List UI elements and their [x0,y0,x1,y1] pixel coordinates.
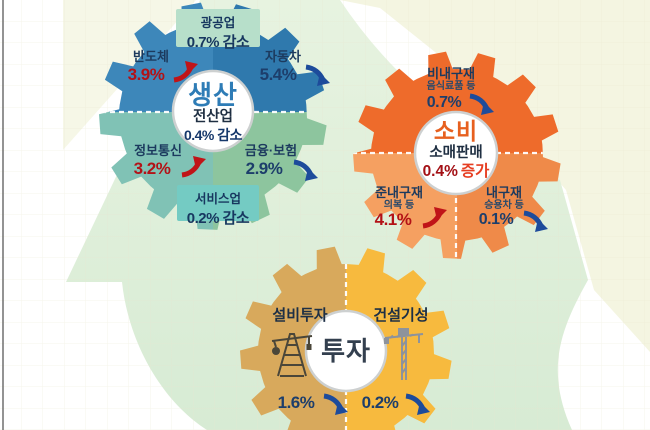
durables-sublabel: 승용차 등 [484,200,524,211]
durables-label: 내구재 [486,185,522,200]
consumption-title: 소비 [433,118,479,144]
consumption-total-change: 0.4% 증가 [423,163,490,181]
oil-derrick-icon [271,333,313,377]
facilities-value: 1.6% [277,393,315,412]
finance-value: 2.9% [245,159,283,178]
left-border-line [2,0,4,430]
consumption-hub-circle [413,110,499,196]
mining-label: 광공업 [200,16,236,30]
durables-value: 0.1% [478,211,514,228]
automobile-label: 자동차 [265,49,301,64]
production-total-change: 0.4% 감소 [183,127,243,143]
production-hub-circle [171,69,255,153]
consumption-subtitle: 소매판매 [429,145,483,161]
services-label-box: 서비스업 0.2% 감소 [177,185,259,227]
ict-value: 3.2% [133,159,171,178]
services-label: 서비스업 [194,192,241,206]
construction-label: 건설기성 [373,307,429,324]
mining-label-box: 광공업 0.7% 감소 [176,9,260,51]
semiconductor-label: 반도체 [133,49,169,64]
semiconductor-value: 3.9% [127,65,165,84]
ict-label: 정보통신 [134,143,182,158]
construction-value: 0.2% [361,393,399,412]
automobile-value: 5.4% [259,65,297,84]
mining-value: 0.7% 감소 [186,34,250,51]
investment-title: 투자 [321,336,371,366]
consumption-total-value: 0.4% [422,163,458,180]
nondurables-value: 0.7% [426,94,462,111]
nondurables-label: 비내구재 [427,66,475,81]
tower-crane-icon [384,328,424,380]
consumption-total-word: 증가 [460,163,490,180]
semidurables-label: 준내구재 [375,185,423,200]
finance-label: 금융·보험 [244,143,298,158]
production-title: 생산 [188,80,238,110]
semidurables-value: 4.1% [374,210,412,229]
services-value: 0.2% 감소 [186,210,250,227]
nondurables-sublabel: 음식료품 등 [426,81,476,92]
facilities-label: 설비투자 [272,307,328,324]
investment-hub-circle [304,309,388,393]
production-subtitle: 전산업 [192,109,234,125]
semidurables-sublabel: 의복 등 [383,200,415,211]
